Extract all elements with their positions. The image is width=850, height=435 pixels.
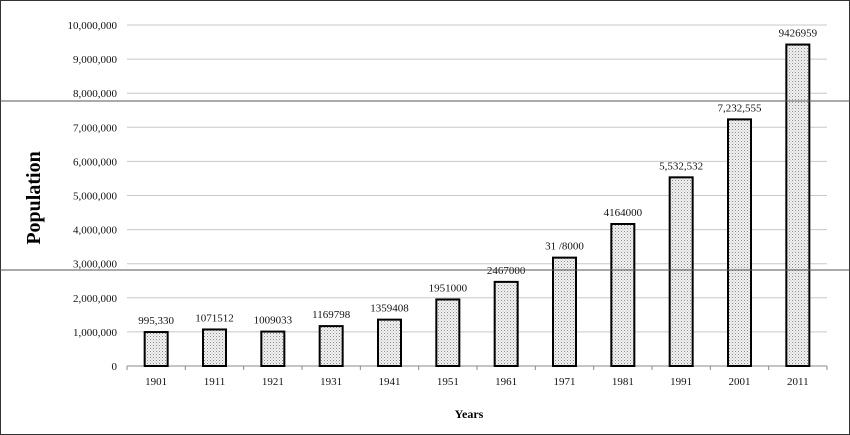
data-label: 1009033	[254, 315, 293, 327]
bar-1961	[493, 280, 519, 368]
data-label: 9426959	[779, 28, 818, 40]
x-tick-label: 1931	[320, 376, 342, 388]
x-tick-label: 1951	[437, 376, 459, 388]
bar-2001	[727, 118, 752, 367]
bar-1981	[610, 223, 636, 367]
data-label: 995,330	[138, 315, 174, 327]
data-label: 7,232,555	[718, 102, 763, 114]
y-tick-label: 9,000,000	[73, 54, 118, 66]
bar-1901	[143, 331, 169, 367]
data-label: 1071512	[195, 312, 234, 324]
bar-1931	[318, 325, 344, 368]
bar-1941	[377, 318, 402, 368]
data-label: 1951000	[429, 282, 468, 294]
y-tick-label: 0	[112, 361, 118, 373]
bar-2011	[785, 43, 811, 367]
x-axis-title: Years	[455, 407, 484, 421]
bars	[143, 43, 811, 368]
x-tick-label: 1981	[612, 376, 634, 388]
bar-1921	[260, 330, 286, 368]
y-tick-label: 10,000,000	[68, 20, 118, 32]
x-tick-label: 1901	[145, 376, 167, 388]
y-tick-label: 2,000,000	[73, 293, 118, 305]
y-tick-label: 5,000,000	[73, 191, 118, 203]
data-labels: 995,330 1071512 1009033 1169798 1359408 19510…	[138, 28, 817, 328]
y-tick-label: 1,000,000	[73, 327, 118, 339]
x-tick-label: 2011	[787, 376, 809, 388]
bar-1971	[552, 256, 577, 367]
y-axis-title: Population	[23, 151, 45, 244]
y-tick-label: 4,000,000	[73, 225, 118, 237]
bar-1991	[668, 176, 694, 367]
data-label: 4164000	[604, 207, 643, 219]
x-tick-label: 1941	[379, 376, 401, 388]
gridlines	[126, 24, 828, 370]
y-tick-label: 6,000,000	[73, 156, 118, 168]
bar-1911	[202, 328, 227, 367]
data-label: 5,532,532	[659, 160, 703, 172]
data-label: 2467000	[487, 265, 526, 277]
bar-1951	[435, 298, 461, 367]
x-tick-label: 1911	[204, 376, 226, 388]
y-tick-label: 3,000,000	[73, 259, 118, 271]
x-tick-label: 1921	[262, 376, 284, 388]
y-tick-label: 8,000,000	[73, 88, 118, 100]
x-tick-labels: 1901 1911 1921 1931 1941 1951 1961 1971 1981 1991…	[145, 376, 808, 388]
data-label: 1359408	[370, 303, 409, 315]
data-label: 1169798	[312, 309, 351, 321]
x-tick-label: 1991	[670, 376, 692, 388]
y-tick-label: 7,000,000	[73, 122, 118, 134]
data-label: 31 /8000	[545, 241, 584, 253]
x-tick-label: 1971	[554, 376, 576, 388]
x-tick-label: 1961	[495, 376, 517, 388]
x-tick-label: 2001	[729, 376, 751, 388]
y-tick-labels: 0 1,000,000 2,000,000 3,000,000 4,000,000 5,0…	[68, 20, 118, 373]
